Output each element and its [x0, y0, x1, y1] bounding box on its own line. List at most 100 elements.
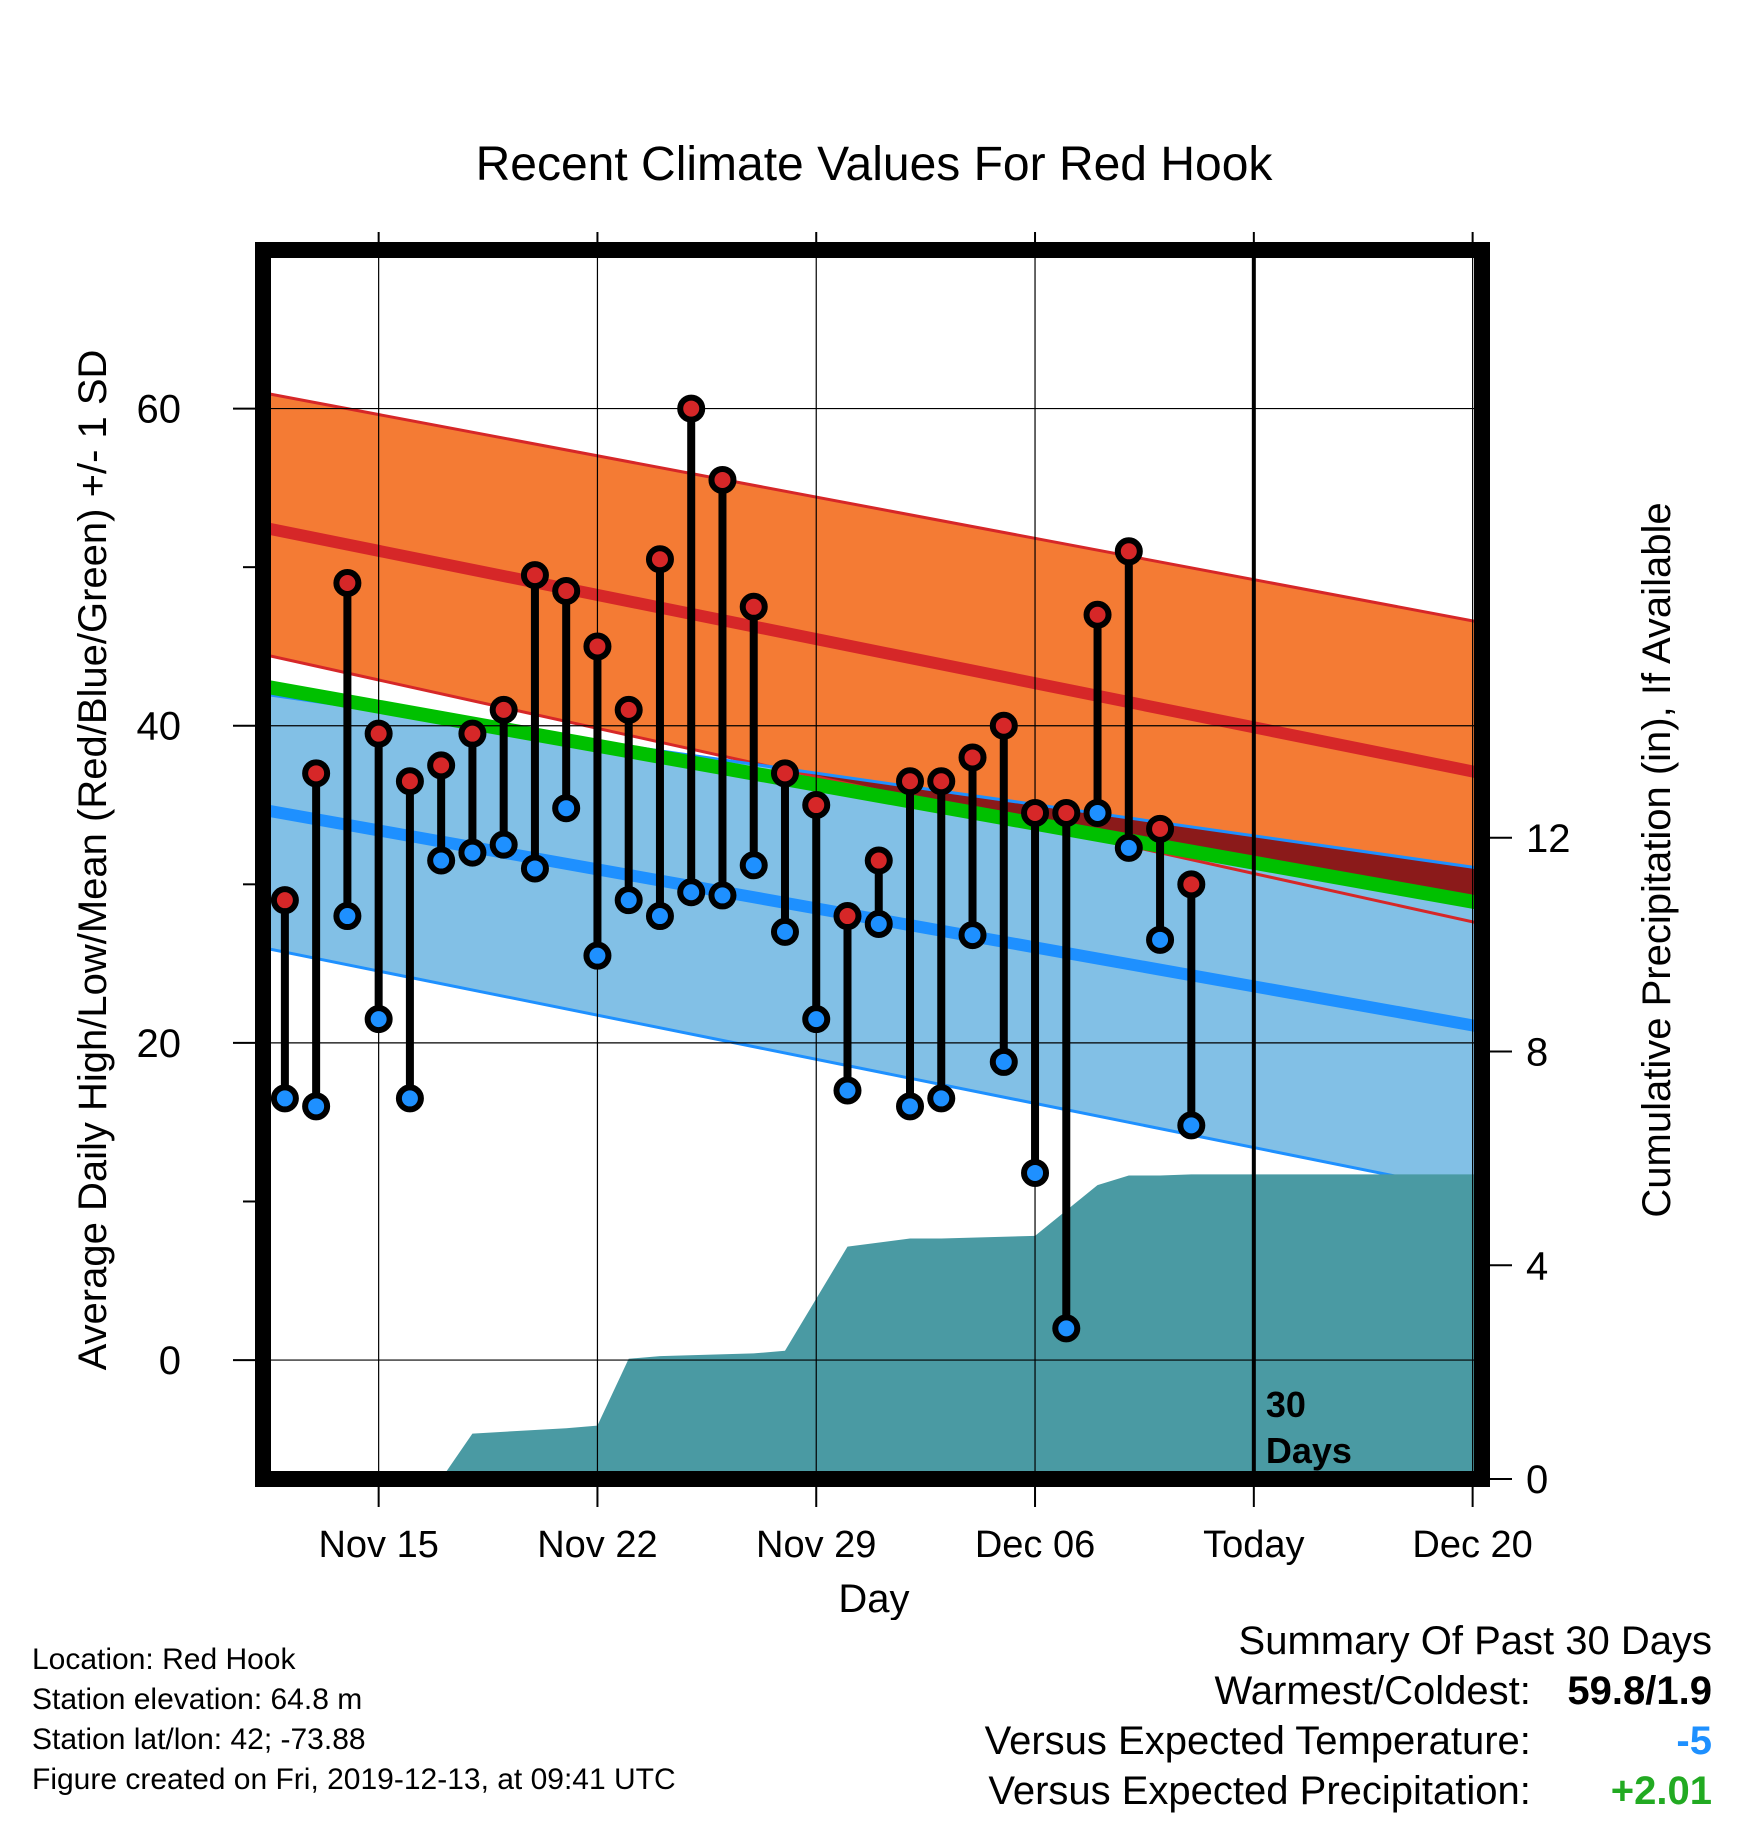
high-point-28	[1146, 814, 1175, 843]
warm-cold-label: Warmest/Coldest:	[1214, 1669, 1531, 1713]
low-point-1	[302, 1092, 331, 1121]
high-point-12	[645, 545, 674, 574]
low-point-27	[1114, 833, 1143, 862]
low-point-10	[583, 941, 612, 970]
low-point-3	[364, 1005, 393, 1034]
high-point-1	[302, 759, 331, 788]
today-days-word: Days	[1266, 1430, 1352, 1471]
low-point-25	[1052, 1314, 1081, 1343]
low-lower-line	[263, 946, 1482, 1196]
high-point-0	[270, 886, 299, 915]
y-tick-label-1: 20	[137, 1022, 182, 1066]
low-point-20	[896, 1092, 925, 1121]
elevation-text: Station elevation: 64.8 m	[32, 1683, 363, 1716]
low-point-8	[520, 854, 549, 883]
low-point-0	[270, 1084, 299, 1113]
high-upper-line	[263, 391, 1482, 625]
created-text: Figure created on Fri, 2019-12-13, at 09…	[32, 1763, 676, 1796]
x-tick-label-2: Nov 29	[756, 1524, 876, 1566]
high-point-21	[927, 767, 956, 796]
x-tick-label-0: Nov 15	[318, 1524, 438, 1566]
high-point-11	[614, 695, 643, 724]
x-tick-label-1: Nov 22	[537, 1524, 657, 1566]
high-point-5	[427, 751, 456, 780]
high-point-25	[1052, 798, 1081, 827]
location-text: Location: Red Hook	[32, 1643, 296, 1676]
precip-area	[263, 1174, 1482, 1479]
low-point-15	[739, 851, 768, 880]
y2-axis-label: Cumulative Precipitation (in), If Availa…	[1635, 502, 1679, 1217]
low-point-21	[927, 1084, 956, 1113]
high-point-13	[677, 394, 706, 423]
high-point-7	[489, 695, 518, 724]
precip-value: +2.01	[1610, 1769, 1712, 1813]
x-axis-label: Day	[838, 1577, 909, 1620]
high-point-10	[583, 632, 612, 661]
low-point-7	[489, 830, 518, 859]
precip-label: Versus Expected Precipitation:	[988, 1769, 1531, 1813]
low-point-23	[989, 1047, 1018, 1076]
y2-tick-label-0: 0	[1526, 1458, 1548, 1502]
axes: Nov 15 Nov 22 Nov 29 Dec 06 Today Dec 2002040…	[137, 232, 1571, 1566]
low-point-22	[958, 921, 987, 950]
high-mean-line	[263, 521, 1482, 780]
low-point-12	[645, 902, 674, 931]
temp-label: Versus Expected Temperature:	[984, 1719, 1531, 1763]
y-tick-label-2: 40	[137, 705, 182, 749]
latlon-text: Station lat/lon: 42; -73.88	[32, 1723, 366, 1756]
today-days-number: 30	[1266, 1384, 1306, 1425]
y2-tick-label-1: 4	[1526, 1244, 1548, 1288]
high-point-17	[802, 791, 831, 820]
y2-tick-label-2: 8	[1526, 1031, 1548, 1075]
station-info: Location: Red Hook Station elevation: 64…	[32, 1640, 676, 1800]
summary-precip: Versus Expected Precipitation: +2.01	[985, 1766, 1712, 1816]
summary-warm-cold: Warmest/Coldest: 59.8/1.9	[985, 1666, 1713, 1716]
y2-tick-label-3: 12	[1526, 817, 1571, 861]
low-point-4	[395, 1084, 424, 1113]
y-tick-label-3: 60	[137, 388, 182, 432]
high-point-18	[833, 902, 862, 931]
low-point-16	[770, 917, 799, 946]
high-point-4	[395, 767, 424, 796]
low-point-19	[864, 909, 893, 938]
low-point-17	[802, 1005, 831, 1034]
low-point-24	[1021, 1158, 1050, 1187]
high-point-26	[1083, 600, 1112, 629]
low-point-9	[552, 794, 581, 823]
high-point-14	[708, 465, 737, 494]
high-point-9	[552, 576, 581, 605]
high-point-19	[864, 846, 893, 875]
high-point-2	[333, 569, 362, 598]
x-tick-label-3: Dec 06	[975, 1524, 1095, 1566]
low-point-11	[614, 886, 643, 915]
warm-cold-value: 59.8/1.9	[1567, 1669, 1712, 1713]
high-normal-band	[263, 392, 1482, 924]
x-tick-label-4: Today	[1203, 1524, 1304, 1566]
summary-temp: Versus Expected Temperature: -5	[985, 1716, 1712, 1766]
temp-value: -5	[1676, 1719, 1712, 1763]
chart-title: Recent Climate Values For Red Hook	[476, 138, 1274, 191]
high-point-27	[1114, 537, 1143, 566]
low-point-28	[1146, 925, 1175, 954]
y-tick-label-0: 0	[159, 1339, 181, 1383]
low-point-6	[458, 838, 487, 867]
high-point-22	[958, 743, 987, 772]
high-point-29	[1177, 870, 1206, 899]
high-point-8	[520, 561, 549, 590]
summary-panel: Summary Of Past 30 Days Warmest/Coldest:…	[985, 1616, 1712, 1816]
high-point-3	[364, 719, 393, 748]
plot-area: 30 Days	[263, 250, 1482, 1479]
y-axis-label: Average Daily High/Low/Mean (Red/Blue/Gr…	[71, 350, 115, 1371]
low-point-2	[333, 902, 362, 931]
low-point-18	[833, 1076, 862, 1105]
high-point-23	[989, 711, 1018, 740]
x-tick-label-5: Dec 20	[1412, 1524, 1532, 1566]
low-point-5	[427, 846, 456, 875]
high-point-20	[896, 767, 925, 796]
summary-heading: Summary Of Past 30 Days	[1238, 1619, 1712, 1663]
low-point-13	[677, 878, 706, 907]
high-point-15	[739, 592, 768, 621]
climate-chart: Recent Climate Values For Red Hook 30 Day…	[71, 138, 1679, 1620]
plot-frame	[255, 242, 1490, 1487]
low-point-29	[1177, 1111, 1206, 1140]
